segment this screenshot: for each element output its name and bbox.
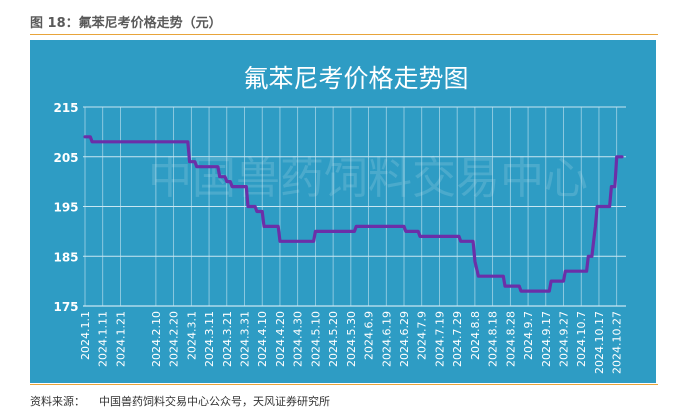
x-tick-label: 2024.7.9 bbox=[416, 311, 429, 360]
x-tick-label: 2024.3.1 bbox=[185, 311, 198, 360]
x-tick-label: 2024.3.31 bbox=[239, 311, 252, 367]
y-tick-label: 175 bbox=[53, 300, 78, 314]
bottom-divider bbox=[30, 384, 658, 385]
x-tick-label: 2024.6.29 bbox=[398, 311, 411, 367]
x-tick-label: 2024.10.27 bbox=[611, 311, 624, 374]
x-tick-label: 2024.1.11 bbox=[97, 311, 110, 367]
series-line bbox=[83, 135, 624, 293]
x-tick-label: 2024.2.20 bbox=[168, 311, 181, 367]
price-trend-chart: 中国兽药饲料交易中心 氟苯尼考价格走势图 175 185 195 205 215 202… bbox=[53, 64, 626, 374]
y-tick-label: 205 bbox=[53, 151, 78, 165]
x-tick-label: 2024.2.10 bbox=[150, 311, 163, 367]
y-tick-label: 185 bbox=[53, 250, 78, 264]
chart-panel: 中国兽药饲料交易中心 氟苯尼考价格走势图 175 185 195 205 215 202… bbox=[30, 40, 656, 383]
source-note: 资料来源： 中国兽药饲料交易中心公众号，天风证券研究所 bbox=[30, 395, 330, 408]
x-tick-label: 2024.8.28 bbox=[504, 311, 517, 367]
x-tick-label: 2024.9.7 bbox=[522, 311, 535, 360]
x-tick-label: 2024.4.10 bbox=[256, 311, 269, 367]
x-tick-label: 2024.1.21 bbox=[114, 311, 127, 367]
x-tick-label: 2024.9.27 bbox=[558, 311, 571, 367]
x-tick-label: 2024.4.20 bbox=[274, 311, 287, 367]
figure-caption: 图 18：氟苯尼考价格走势（元） bbox=[30, 16, 222, 31]
x-tick-label: 2024.9.17 bbox=[540, 311, 553, 367]
x-tick-label: 2024.3.11 bbox=[203, 311, 216, 367]
chart-title: 氟苯尼考价格走势图 bbox=[243, 64, 468, 93]
gridlines bbox=[83, 106, 626, 307]
y-tick-label: 195 bbox=[53, 201, 78, 215]
watermark-text: 中国兽药饲料交易中心 bbox=[148, 153, 588, 204]
x-tick-label: 2024.10.7 bbox=[575, 311, 588, 367]
x-tick-label: 2024.5.10 bbox=[309, 311, 322, 367]
x-tick-label: 2024.7.29 bbox=[451, 311, 464, 367]
x-tick-label: 2024.6.19 bbox=[380, 311, 393, 367]
x-axis-ticks: 2024.1.1 2024.1.11 2024.1.21 2024.2.10 2024.… bbox=[79, 311, 624, 374]
x-tick-label: 2024.8.18 bbox=[487, 311, 500, 367]
x-tick-label: 2024.10.17 bbox=[593, 311, 606, 374]
x-tick-label: 2024.6.9 bbox=[363, 311, 376, 360]
x-tick-label: 2024.3.21 bbox=[221, 311, 234, 367]
y-tick-label: 215 bbox=[53, 101, 78, 115]
x-tick-label: 2024.5.20 bbox=[327, 311, 340, 367]
x-tick-label: 2024.8.8 bbox=[469, 311, 482, 360]
x-tick-label: 2024.7.19 bbox=[433, 311, 446, 367]
x-tick-label: 2024.1.1 bbox=[79, 311, 92, 360]
y-axis-ticks: 175 185 195 205 215 bbox=[53, 101, 78, 314]
x-tick-label: 2024.4.30 bbox=[292, 311, 305, 367]
series-lines bbox=[83, 135, 624, 293]
top-divider bbox=[30, 34, 658, 35]
x-tick-label: 2024.5.30 bbox=[345, 311, 358, 367]
